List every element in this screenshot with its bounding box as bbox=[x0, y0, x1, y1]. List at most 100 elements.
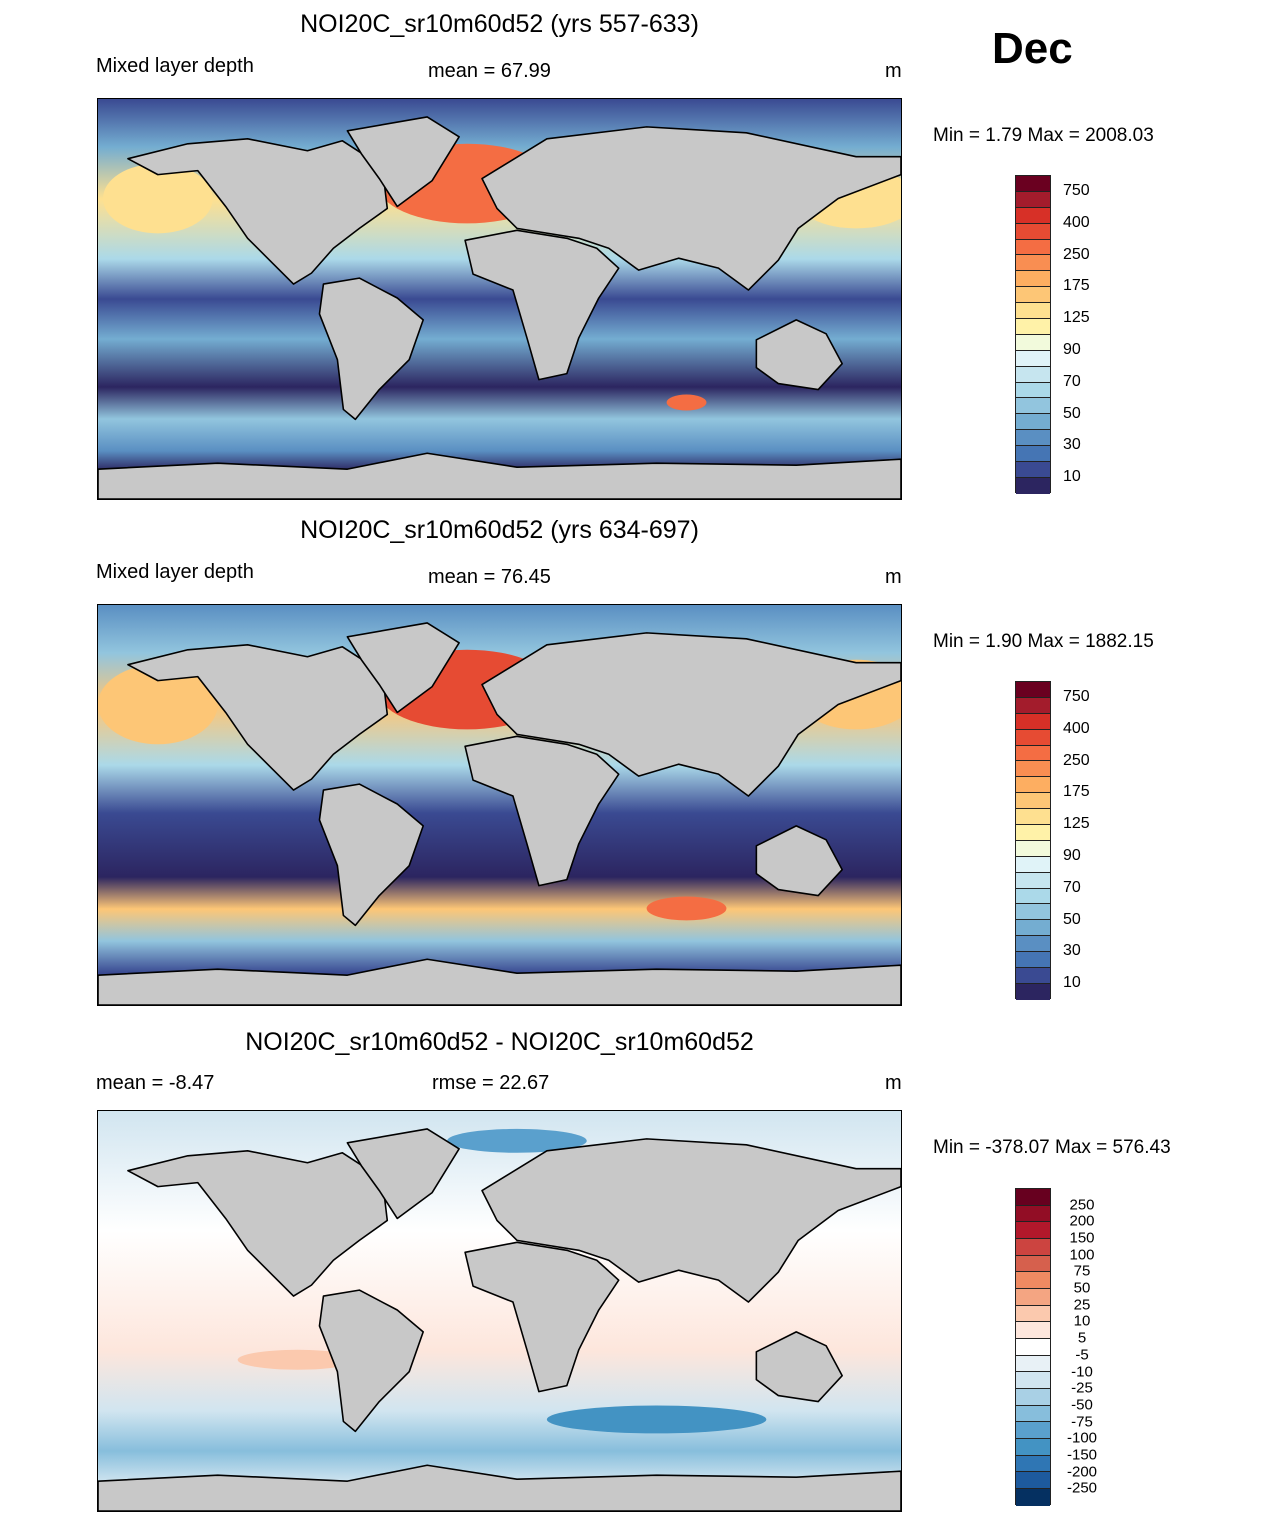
colorbar-box bbox=[1016, 968, 1050, 984]
panel-3-rmse: rmse = 22.67 bbox=[432, 1072, 550, 1094]
colorbar-box bbox=[1016, 477, 1050, 494]
colorbar-box bbox=[1016, 1439, 1050, 1456]
colorbar-label: 250 bbox=[1063, 245, 1090, 263]
colorbar-box bbox=[1016, 809, 1050, 826]
colorbar-box bbox=[1016, 1489, 1050, 1506]
colorbar-box bbox=[1016, 1455, 1050, 1473]
colorbar-label: 70 bbox=[1063, 878, 1081, 896]
colorbar-box bbox=[1016, 1355, 1050, 1373]
colorbar-box bbox=[1016, 793, 1050, 810]
colorbar-label: 90 bbox=[1063, 846, 1081, 864]
colorbar-difference bbox=[1015, 1188, 1051, 1506]
colorbar-label: -5 bbox=[1075, 1346, 1089, 1364]
colorbar-box bbox=[1016, 1222, 1050, 1240]
colorbar-box bbox=[1016, 446, 1050, 463]
panel-3-map bbox=[97, 1110, 902, 1512]
colorbar-box bbox=[1016, 414, 1050, 431]
colorbar-box bbox=[1016, 1305, 1050, 1323]
colorbar-box bbox=[1016, 430, 1050, 447]
colorbar-label: 50 bbox=[1073, 1279, 1091, 1297]
panel-1-minmax: Min = 1.79 Max = 2008.03 bbox=[933, 125, 1154, 146]
colorbar-box bbox=[1016, 1255, 1050, 1273]
colorbar-label: 5 bbox=[1077, 1329, 1087, 1347]
colorbar-box bbox=[1016, 366, 1050, 383]
colorbar-box bbox=[1016, 239, 1050, 256]
panel-2-title: NOI20C_sr10m60d52 (yrs 634-697) bbox=[300, 516, 699, 544]
panel-2-map bbox=[97, 604, 916, 1006]
colorbar-box bbox=[1016, 1422, 1050, 1440]
colorbar-box bbox=[1016, 713, 1050, 730]
panel-3-mean: mean = -8.47 bbox=[96, 1072, 215, 1094]
colorbar-box bbox=[1016, 952, 1050, 969]
colorbar-label: 50 bbox=[1063, 910, 1081, 928]
panel-3-minmax: Min = -378.07 Max = 576.43 bbox=[933, 1137, 1171, 1158]
colorbar-label: -75 bbox=[1071, 1413, 1093, 1431]
panel-3-units: m bbox=[885, 1072, 902, 1094]
colorbar-box bbox=[1016, 856, 1050, 873]
colorbar-box bbox=[1016, 176, 1050, 192]
colorbar-box bbox=[1016, 303, 1050, 320]
panel-2-left-label: Mixed layer depth bbox=[96, 561, 254, 583]
colorbar-label: 125 bbox=[1063, 815, 1090, 833]
colorbar-box bbox=[1016, 1272, 1050, 1290]
colorbar-box bbox=[1016, 825, 1050, 841]
colorbar-label: 10 bbox=[1063, 468, 1081, 486]
colorbar-box bbox=[1016, 983, 1050, 1000]
colorbar-box bbox=[1016, 287, 1050, 304]
colorbar-box bbox=[1016, 350, 1050, 367]
colorbar-box bbox=[1016, 1372, 1050, 1390]
colorbar-box bbox=[1016, 223, 1050, 240]
colorbar-label: 750 bbox=[1063, 687, 1090, 705]
panel-1-units: m bbox=[885, 60, 902, 82]
colorbar-label: 150 bbox=[1069, 1229, 1095, 1247]
colorbar-box bbox=[1016, 271, 1050, 288]
colorbar-box bbox=[1016, 936, 1050, 953]
colorbar-box bbox=[1016, 1205, 1050, 1223]
colorbar-box bbox=[1016, 761, 1050, 778]
panel-2-minmax: Min = 1.90 Max = 1882.15 bbox=[933, 631, 1154, 652]
colorbar-box bbox=[1016, 1322, 1050, 1340]
colorbar-box bbox=[1016, 1289, 1050, 1306]
colorbar-box bbox=[1016, 1189, 1050, 1206]
colorbar-label: 100 bbox=[1069, 1246, 1095, 1264]
colorbar-label: 750 bbox=[1063, 181, 1090, 199]
panel-1-map bbox=[97, 98, 916, 500]
colorbar-box bbox=[1016, 920, 1050, 937]
panel-3-title: NOI20C_sr10m60d52 - NOI20C_sr10m60d52 bbox=[245, 1028, 754, 1056]
colorbar-label: 70 bbox=[1063, 372, 1081, 390]
colorbar-box bbox=[1016, 745, 1050, 762]
colorbar-box bbox=[1016, 1405, 1050, 1423]
colorbar-box bbox=[1016, 888, 1050, 905]
colorbar-label: -50 bbox=[1071, 1396, 1093, 1414]
colorbar-box bbox=[1016, 872, 1050, 889]
month-label: Dec bbox=[992, 24, 1073, 73]
colorbar-mld-1 bbox=[1015, 175, 1051, 494]
colorbar-box bbox=[1016, 1472, 1050, 1490]
colorbar-label: -200 bbox=[1066, 1463, 1098, 1481]
colorbar-label: 75 bbox=[1073, 1262, 1091, 1280]
colorbar-box bbox=[1016, 255, 1050, 272]
panel-2-center-label: mean = 76.45 bbox=[428, 566, 551, 588]
colorbar-box bbox=[1016, 319, 1050, 335]
colorbar-box bbox=[1016, 777, 1050, 794]
colorbar-box bbox=[1016, 697, 1050, 714]
colorbar-label: 50 bbox=[1063, 404, 1081, 422]
colorbar-box bbox=[1016, 462, 1050, 478]
colorbar-label: 90 bbox=[1063, 340, 1081, 358]
colorbar-label: 400 bbox=[1063, 719, 1090, 737]
colorbar-label: -100 bbox=[1066, 1429, 1098, 1447]
colorbar-box bbox=[1016, 191, 1050, 208]
colorbar-box bbox=[1016, 382, 1050, 399]
colorbar-label: 30 bbox=[1063, 942, 1081, 960]
colorbar-label: 30 bbox=[1063, 436, 1081, 454]
colorbar-label: -150 bbox=[1066, 1446, 1098, 1464]
panel-1-title: NOI20C_sr10m60d52 (yrs 557-633) bbox=[300, 10, 699, 38]
colorbar-box bbox=[1016, 398, 1050, 415]
colorbar-label: 175 bbox=[1063, 277, 1090, 295]
panel-1-center-label: mean = 67.99 bbox=[428, 60, 551, 82]
colorbar-label: 250 bbox=[1063, 751, 1090, 769]
colorbar-label: 10 bbox=[1073, 1312, 1091, 1330]
colorbar-box bbox=[1016, 904, 1050, 921]
colorbar-box bbox=[1016, 1239, 1050, 1256]
